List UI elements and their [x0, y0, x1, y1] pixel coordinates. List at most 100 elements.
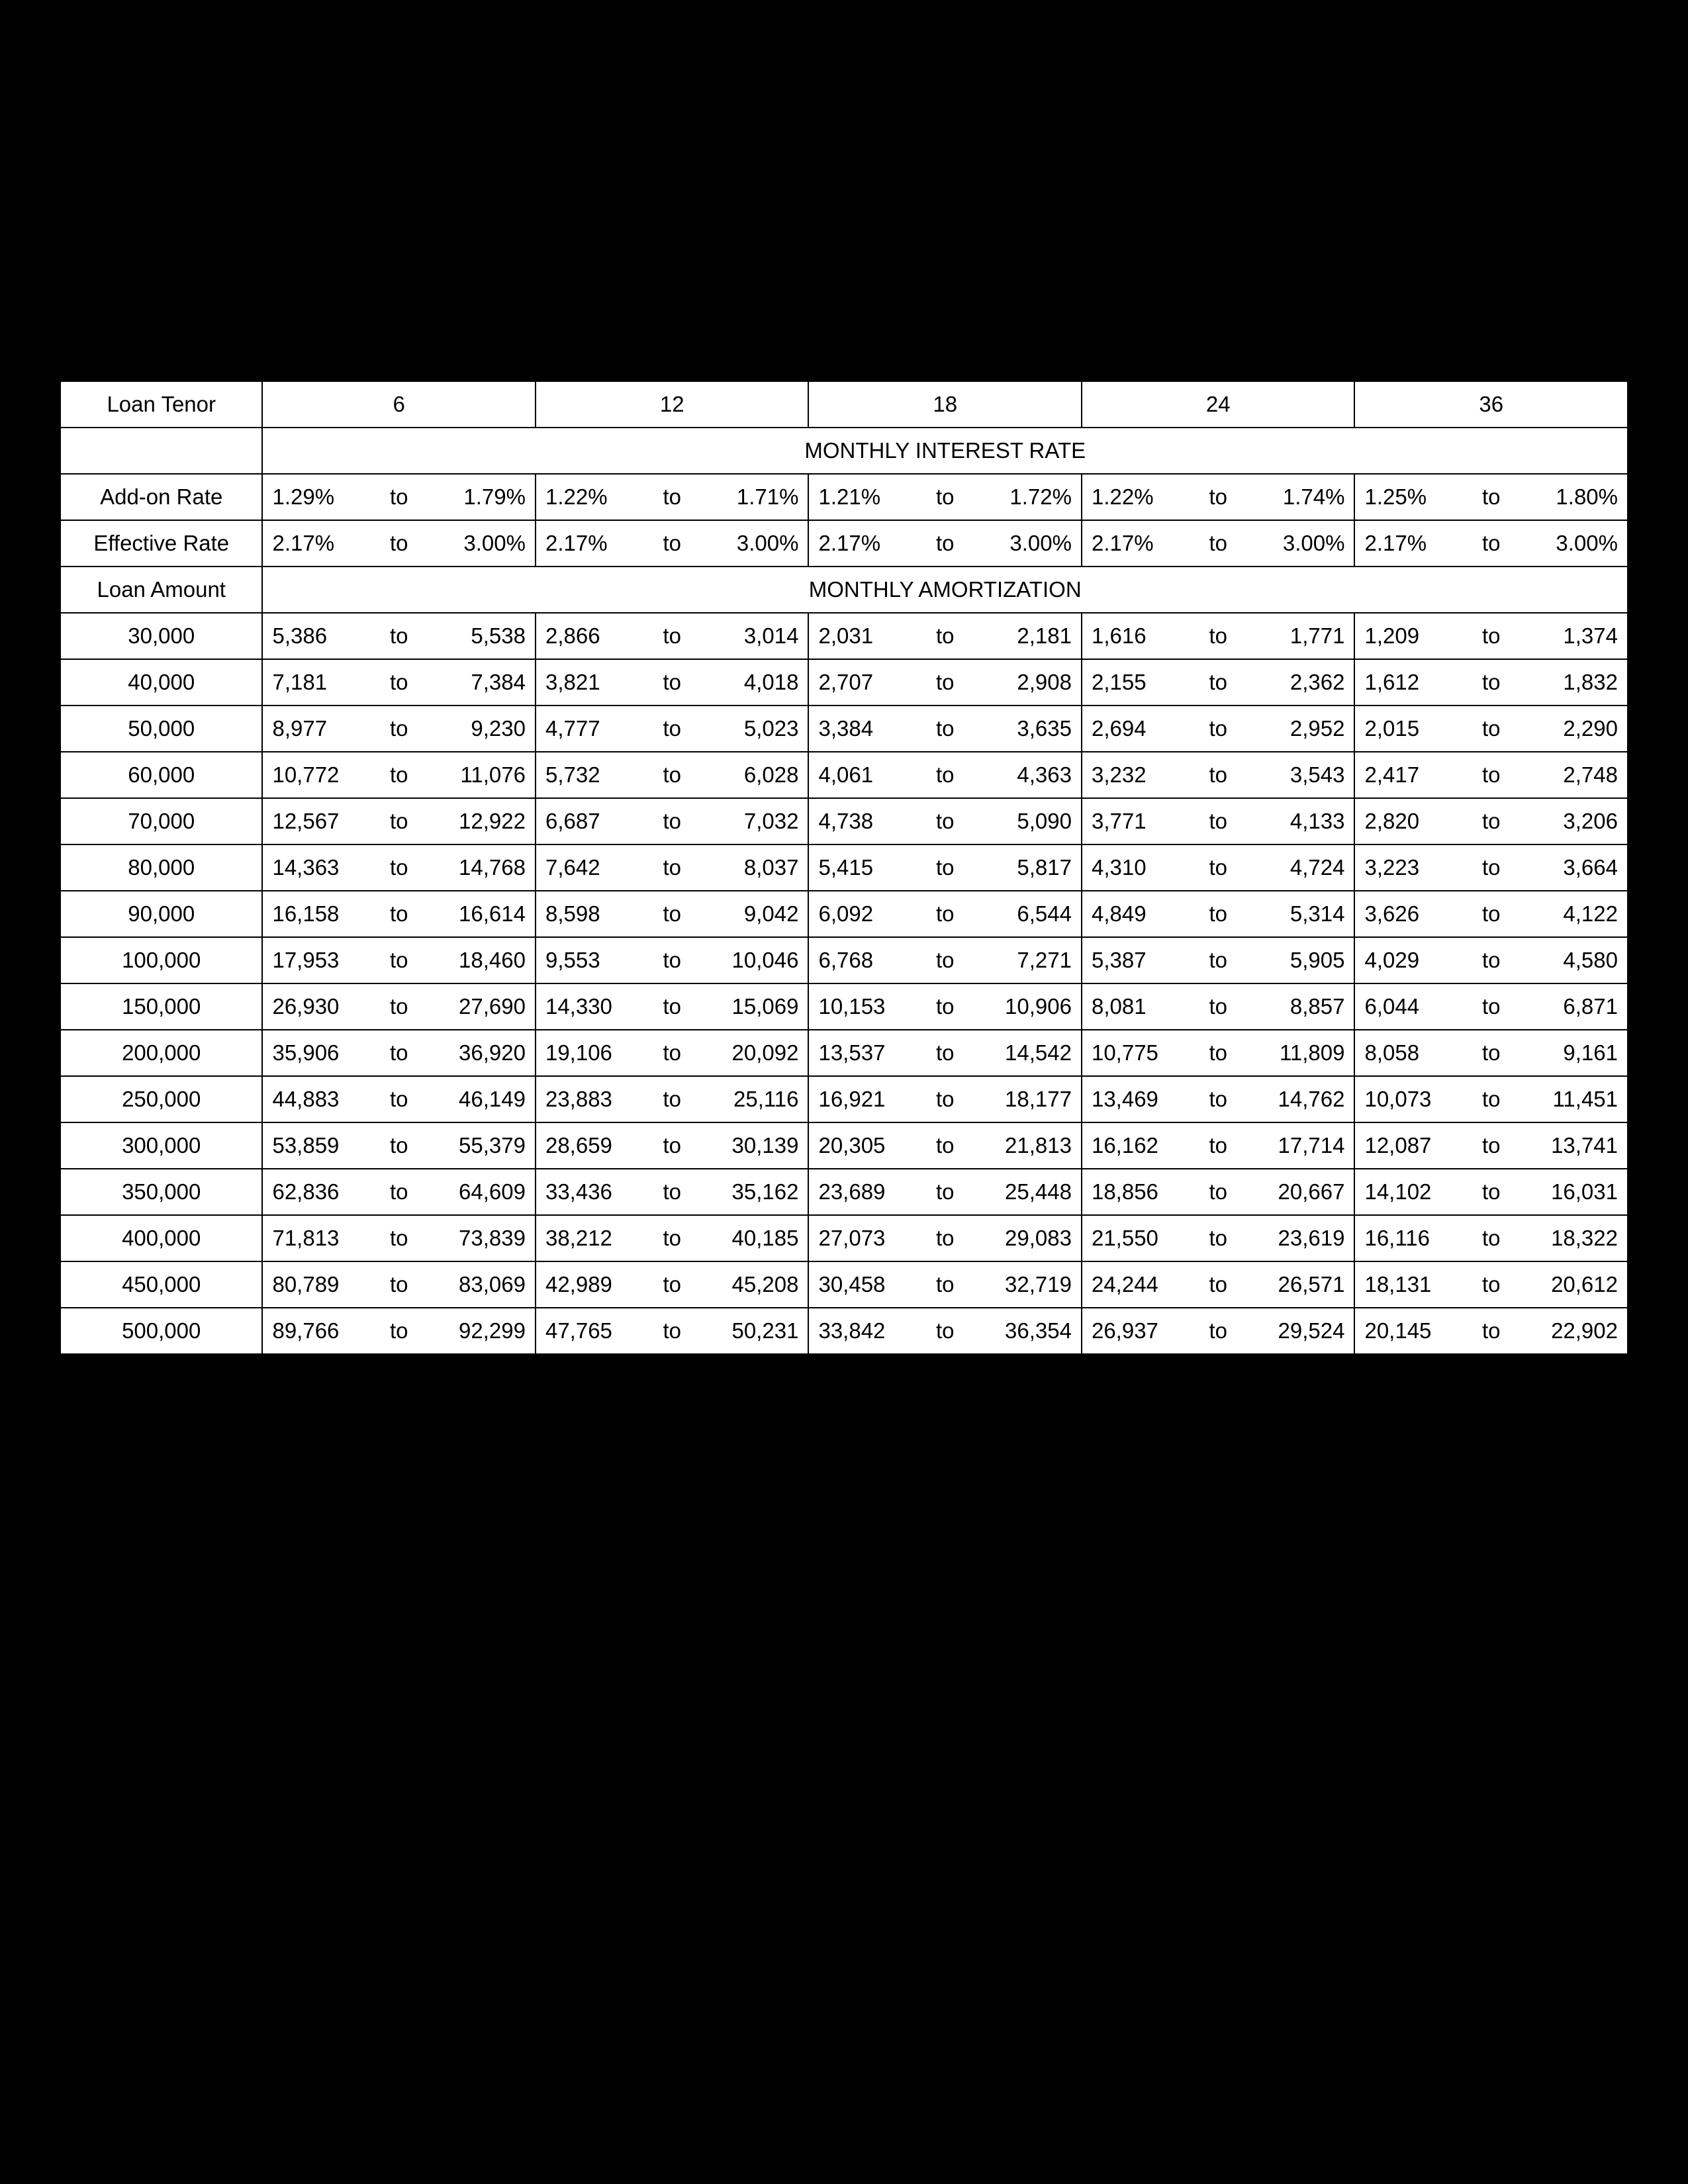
range-high: 3.00%	[1510, 531, 1618, 556]
amortization-cell: 10,775to11,809	[1082, 1030, 1355, 1076]
amortization-cell: 4,777to5,023	[536, 705, 809, 752]
range-separator: to	[1473, 716, 1510, 741]
amortization-row: 500,00089,766to92,29947,765to50,23133,84…	[60, 1308, 1628, 1354]
range-high: 22,902	[1510, 1318, 1618, 1343]
loan-amount-value: 40,000	[60, 659, 262, 705]
range-low: 10,775	[1092, 1040, 1199, 1066]
range-high: 7,032	[690, 809, 798, 834]
effective-rate-label: Effective Rate	[60, 520, 262, 567]
range-high: 23,619	[1237, 1226, 1344, 1251]
range-low: 4,310	[1092, 855, 1199, 880]
loan-amount-value: 150,000	[60, 983, 262, 1030]
range-separator: to	[1199, 623, 1237, 649]
range-low: 16,162	[1092, 1133, 1199, 1158]
range-separator: to	[653, 1226, 690, 1251]
range-high: 9,230	[417, 716, 525, 741]
range-separator: to	[653, 1040, 690, 1066]
range-high: 2,952	[1237, 716, 1344, 741]
range-high: 7,271	[963, 948, 1071, 973]
range-low: 4,777	[545, 716, 653, 741]
range-high: 4,018	[690, 670, 798, 695]
amortization-cell: 10,772to11,076	[262, 752, 536, 798]
range-high: 6,871	[1510, 994, 1618, 1019]
amortization-cell: 23,689to25,448	[808, 1169, 1082, 1215]
amortization-row: 400,00071,813to73,83938,212to40,18527,07…	[60, 1215, 1628, 1261]
range-separator: to	[1473, 994, 1510, 1019]
range-high: 2,908	[963, 670, 1071, 695]
range-separator: to	[653, 994, 690, 1019]
range-separator: to	[1199, 1318, 1237, 1343]
range-high: 11,076	[417, 762, 525, 788]
amortization-cell: 26,930to27,690	[262, 983, 536, 1030]
range-separator: to	[1199, 1226, 1237, 1251]
range-separator: to	[1473, 901, 1510, 927]
range-high: 14,768	[417, 855, 525, 880]
range-low: 3,771	[1092, 809, 1199, 834]
range-high: 4,133	[1237, 809, 1344, 834]
range-low: 10,772	[272, 762, 380, 788]
range-high: 4,580	[1510, 948, 1618, 973]
range-separator: to	[1199, 948, 1237, 973]
range-high: 25,116	[690, 1087, 798, 1112]
range-separator: to	[1473, 1226, 1510, 1251]
amortization-cell: 33,436to35,162	[536, 1169, 809, 1215]
range-high: 1.71%	[690, 484, 798, 510]
amortization-cell: 5,415to5,817	[808, 844, 1082, 891]
range-low: 2,820	[1364, 809, 1473, 834]
range-low: 53,859	[272, 1133, 380, 1158]
range-low: 16,158	[272, 901, 380, 927]
range-separator: to	[1199, 855, 1237, 880]
range-separator: to	[653, 484, 690, 510]
range-high: 36,354	[963, 1318, 1071, 1343]
range-low: 4,061	[818, 762, 926, 788]
range-separator: to	[653, 531, 690, 556]
effective-rate-row: Effective Rate2.17%to3.00%2.17%to3.00%2.…	[60, 520, 1628, 567]
range-separator: to	[927, 1040, 964, 1066]
monthly-interest-rate-header-row: MONTHLY INTEREST RATE	[60, 428, 1628, 474]
range-separator: to	[1473, 484, 1510, 510]
amortization-row: 80,00014,363to14,7687,642to8,0375,415to5…	[60, 844, 1628, 891]
range-high: 9,161	[1510, 1040, 1618, 1066]
range-separator: to	[927, 1318, 964, 1343]
loan-amount-value: 200,000	[60, 1030, 262, 1076]
range-high: 40,185	[690, 1226, 798, 1251]
range-separator: to	[381, 1272, 418, 1297]
amortization-cell: 8,081to8,857	[1082, 983, 1355, 1030]
amortization-cell: 6,687to7,032	[536, 798, 809, 844]
range-separator: to	[1199, 1272, 1237, 1297]
range-high: 3,543	[1237, 762, 1344, 788]
range-separator: to	[653, 1087, 690, 1112]
range-separator: to	[653, 670, 690, 695]
range-separator: to	[653, 1318, 690, 1343]
blank-label	[60, 428, 262, 474]
range-low: 21,550	[1092, 1226, 1199, 1251]
amortization-cell: 4,849to5,314	[1082, 891, 1355, 937]
range-high: 29,083	[963, 1226, 1071, 1251]
range-separator: to	[1473, 670, 1510, 695]
amortization-cell: 24,244to26,571	[1082, 1261, 1355, 1308]
range-high: 16,031	[1510, 1179, 1618, 1205]
range-separator: to	[927, 994, 964, 1019]
range-low: 14,363	[272, 855, 380, 880]
range-high: 20,667	[1237, 1179, 1344, 1205]
range-low: 1,612	[1364, 670, 1473, 695]
range-high: 35,162	[690, 1179, 798, 1205]
range-low: 30,458	[818, 1272, 926, 1297]
range-low: 6,687	[545, 809, 653, 834]
range-separator: to	[381, 531, 418, 556]
amortization-cell: 27,073to29,083	[808, 1215, 1082, 1261]
effective-rate-cell: 2.17%to3.00%	[1082, 520, 1355, 567]
range-low: 7,181	[272, 670, 380, 695]
range-high: 36,920	[417, 1040, 525, 1066]
amortization-row: 30,0005,386to5,5382,866to3,0142,031to2,1…	[60, 613, 1628, 659]
range-high: 3.00%	[963, 531, 1071, 556]
range-separator: to	[381, 623, 418, 649]
range-low: 5,387	[1092, 948, 1199, 973]
range-low: 10,073	[1364, 1087, 1473, 1112]
amortization-row: 150,00026,930to27,69014,330to15,06910,15…	[60, 983, 1628, 1030]
monthly-interest-rate-header: MONTHLY INTEREST RATE	[262, 428, 1628, 474]
range-low: 10,153	[818, 994, 926, 1019]
range-high: 7,384	[417, 670, 525, 695]
amortization-cell: 21,550to23,619	[1082, 1215, 1355, 1261]
range-low: 12,087	[1364, 1133, 1473, 1158]
